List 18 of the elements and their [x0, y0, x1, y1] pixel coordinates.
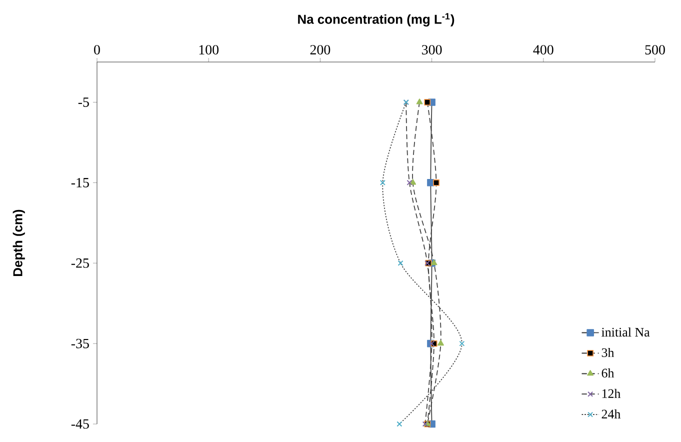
x-tick-label: 100	[199, 45, 219, 54]
legend-label: initial Na	[602, 327, 650, 337]
legend-label: 3h	[602, 348, 614, 358]
x-tick-label: 200	[310, 45, 330, 54]
legend-label: 12h	[602, 388, 621, 398]
y-tick-label: -15	[71, 178, 89, 188]
x-tick-label: 300	[422, 45, 442, 54]
y-tick-label: -35	[71, 338, 89, 348]
y-tick-label: -5	[78, 98, 89, 107]
legend-label: 6h	[602, 368, 614, 378]
x-tick-label: 0	[94, 45, 100, 54]
x-axis-title: Na concentration (mg L$^{-1}$)	[298, 13, 454, 26]
legend-label: 24h	[602, 409, 621, 418]
x-tick-label: 500	[645, 45, 665, 54]
x-tick-label: 400	[533, 45, 554, 54]
y-axis-title: Depth (cm)	[12, 210, 25, 276]
y-tick-label: -25	[71, 258, 89, 268]
y-tick-label: -45	[71, 419, 89, 429]
